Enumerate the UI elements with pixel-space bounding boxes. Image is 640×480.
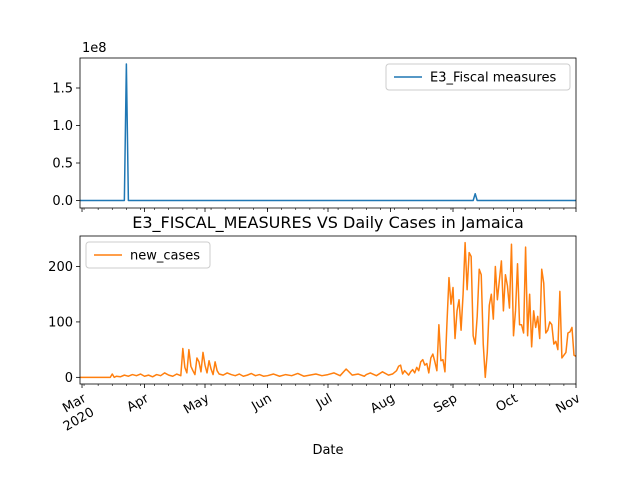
top-y-tick-label: 0.0 bbox=[52, 194, 73, 209]
bottom-legend-box bbox=[85, 241, 211, 269]
bottom-chart-title: E3_FISCAL_MEASURES VS Daily Cases in Jam… bbox=[132, 213, 524, 233]
top-series-lines bbox=[80, 63, 576, 202]
x-tick-label: Jul bbox=[313, 391, 335, 412]
x-tick-label-group: Sep bbox=[431, 391, 460, 416]
top-series-line-0 bbox=[80, 63, 576, 202]
bottom-series-lines bbox=[80, 241, 577, 379]
bottom-y-tick-label: 200 bbox=[48, 260, 73, 275]
bottom-axes-frame bbox=[79, 235, 577, 385]
top-y-offset-label: 1e8 bbox=[82, 41, 107, 56]
x-tick-label-group: Jul bbox=[313, 391, 335, 412]
x-tick-label-group: Apr bbox=[125, 391, 153, 416]
top-legend-box bbox=[385, 63, 571, 91]
top-legend-label: E3_Fiscal measures bbox=[430, 71, 556, 86]
x-tick-label: Aug bbox=[368, 391, 397, 417]
bottom-legend: new_cases bbox=[85, 241, 211, 269]
x-tick-label: Apr bbox=[125, 391, 153, 416]
x-tick-label-group: Jun bbox=[249, 391, 275, 415]
top-legend: E3_Fiscal measures bbox=[385, 63, 571, 91]
x-tick-label: May bbox=[181, 391, 212, 418]
top-axes-frame bbox=[79, 57, 577, 209]
x-tick-label-group: Oct bbox=[494, 391, 521, 415]
x-tick-label: Sep bbox=[431, 391, 460, 416]
top-axis-ticks: 0.0 0.5 1.0 1.5 bbox=[52, 82, 577, 212]
top-y-tick-label: 1.5 bbox=[52, 82, 73, 97]
bottom-y-tick-label: 0 bbox=[65, 371, 73, 386]
x-tick-label: Nov bbox=[554, 391, 584, 417]
top-axes: 1e8 0.0 0.5 1.0 1.5 E3_Fiscal measures bbox=[52, 41, 577, 212]
x-tick-label-group: Nov bbox=[554, 391, 584, 417]
x-tick-label: Oct bbox=[494, 391, 521, 415]
x-tick-label-group: May bbox=[181, 391, 212, 418]
top-y-tick-label: 1.0 bbox=[52, 119, 73, 134]
bottom-legend-label: new_cases bbox=[130, 249, 200, 264]
bottom-y-tick-label: 100 bbox=[48, 315, 73, 330]
x-tick-label-group: Aug bbox=[368, 391, 397, 417]
bottom-series-line-0 bbox=[80, 241, 577, 379]
x-tick-label: Jun bbox=[249, 391, 275, 415]
top-y-tick-label: 0.5 bbox=[52, 157, 73, 172]
bottom-x-axis-label: Date bbox=[312, 443, 343, 458]
bottom-axes: E3_FISCAL_MEASURES VS Daily Cases in Jam… bbox=[48, 213, 583, 458]
